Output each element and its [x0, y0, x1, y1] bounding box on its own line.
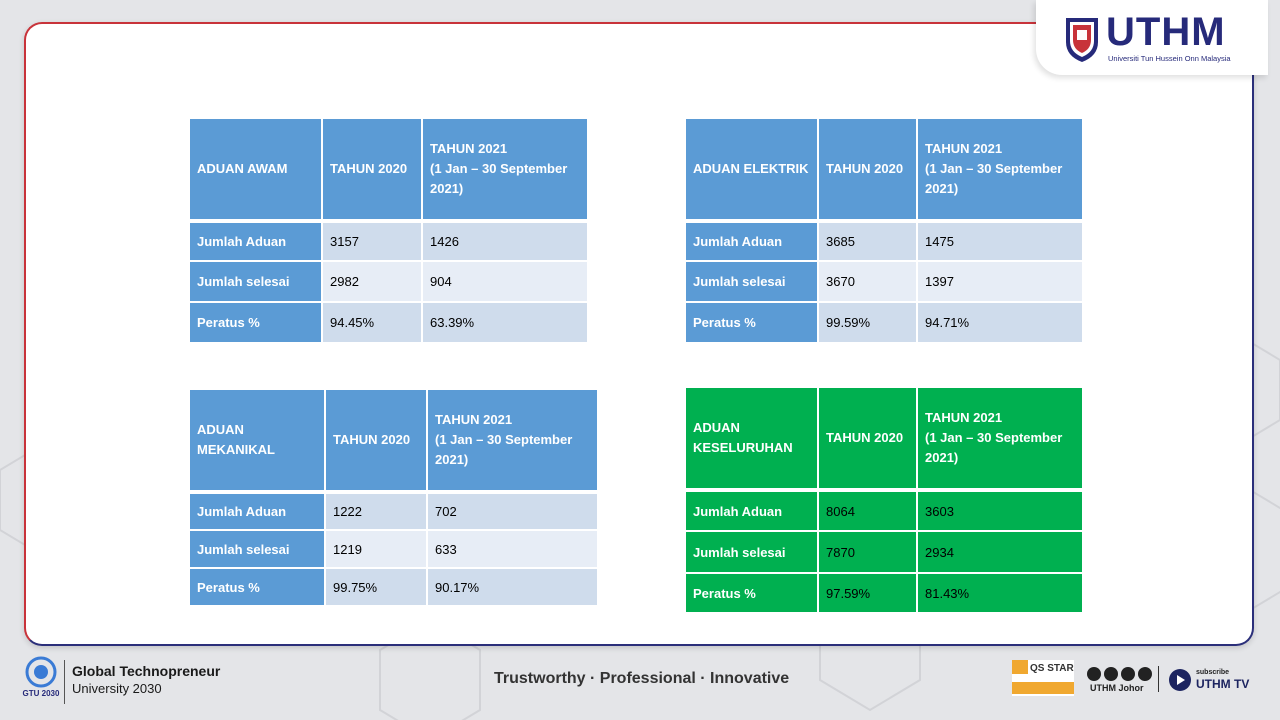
header-category: ADUAN MEKANIKAL: [190, 390, 326, 494]
cell-2020: 97.59%: [819, 574, 918, 614]
cell-2021: 3603: [918, 492, 1082, 532]
cell-2020: 99.59%: [819, 303, 918, 344]
subscribe-label: subscribe: [1196, 669, 1230, 676]
row-label: Peratus %: [686, 303, 819, 344]
cell-2020: 2982: [323, 262, 423, 303]
gtu-badge: GTU 2030: [23, 689, 60, 698]
cell-2020: 99.75%: [326, 569, 428, 607]
row-label: Jumlah Aduan: [686, 492, 819, 532]
cell-2021: 90.17%: [428, 569, 597, 607]
table-row: Jumlah Aduan 1222 702: [190, 494, 597, 531]
header-category: ADUAN ELEKTRIK: [686, 119, 819, 223]
cell-2020: 1219: [326, 531, 428, 569]
table-aduan-mekanikal: ADUAN MEKANIKAL TAHUN 2020 TAHUN 2021 (1 J…: [190, 390, 597, 607]
linkedin-icon[interactable]: [1138, 667, 1152, 681]
header-year-2021: TAHUN 2021 (1 Jan – 30 September 2021): [423, 119, 587, 223]
row-label: Jumlah selesai: [686, 262, 819, 303]
cell-2020: 94.45%: [323, 303, 423, 344]
cell-2021: 1397: [918, 262, 1082, 303]
header-year-2020: TAHUN 2020: [323, 119, 423, 223]
row-label: Peratus %: [190, 303, 323, 344]
cell-2021: 702: [428, 494, 597, 531]
cell-2021: 81.43%: [918, 574, 1082, 614]
row-label: Jumlah selesai: [190, 262, 323, 303]
table-row: Jumlah Aduan 3685 1475: [686, 223, 1082, 262]
cell-2021: 904: [423, 262, 587, 303]
cell-2020: 3670: [819, 262, 918, 303]
cell-2020: 8064: [819, 492, 918, 532]
table-row: Jumlah Aduan 8064 3603: [686, 492, 1082, 532]
gtu-logo-icon: GTU 2030: [23, 656, 60, 698]
cell-2020: 3685: [819, 223, 918, 262]
tagline: Trustworthy · Professional · Innovative: [494, 670, 790, 687]
gtu-line2: University 2030: [72, 681, 162, 696]
table-aduan-keseluruhan: ADUAN KESELURUHAN TAHUN 2020 TAHUN 2021 (1…: [686, 388, 1082, 614]
header-year-2020: TAHUN 2020: [819, 119, 918, 223]
shield-icon: [1066, 18, 1098, 62]
row-label: Jumlah Aduan: [190, 494, 326, 531]
header-year-2021: TAHUN 2021 (1 Jan – 30 September 2021): [428, 390, 597, 494]
cell-2021: 94.71%: [918, 303, 1082, 344]
table-row: Peratus % 99.59% 94.71%: [686, 303, 1082, 344]
social-handle: UTHM Johor: [1090, 683, 1144, 693]
cell-2021: 633: [428, 531, 597, 569]
header-year-2020: TAHUN 2020: [819, 388, 918, 492]
uthm-logo: UTHM Universiti Tun Hussein Onn Malaysia: [1036, 0, 1268, 75]
row-label: Jumlah selesai: [190, 531, 326, 569]
qs-badge-text: QS STARS: [1030, 663, 1074, 674]
table-row: Jumlah selesai 7870 2934: [686, 532, 1082, 574]
cell-2021: 63.39%: [423, 303, 587, 344]
logo-subtitle: Universiti Tun Hussein Onn Malaysia: [1108, 54, 1231, 63]
header-category: ADUAN AWAM: [190, 119, 323, 223]
table-aduan-elektrik: ADUAN ELEKTRIK TAHUN 2020 TAHUN 2021 (1 J…: [686, 119, 1082, 344]
cell-2020: 3157: [323, 223, 423, 262]
table-row: Peratus % 97.59% 81.43%: [686, 574, 1082, 614]
table-row: Jumlah Aduan 3157 1426: [190, 223, 587, 262]
divider: [64, 660, 65, 704]
table-aduan-awam: ADUAN AWAM TAHUN 2020 TAHUN 2021 (1 Jan –…: [190, 119, 587, 344]
row-label: Peratus %: [686, 574, 819, 614]
logo-wordmark: UTHM: [1106, 10, 1226, 54]
table-row: Jumlah selesai 2982 904: [190, 262, 587, 303]
divider: [1158, 666, 1159, 692]
cell-2021: 2934: [918, 532, 1082, 574]
table-row: Jumlah selesai 1219 633: [190, 531, 597, 569]
row-label: Jumlah Aduan: [190, 223, 323, 262]
facebook-icon[interactable]: [1087, 667, 1101, 681]
header-year-2020: TAHUN 2020: [326, 390, 428, 494]
table-row: Peratus % 94.45% 63.39%: [190, 303, 587, 344]
gtu-line1: Global Technopreneur: [72, 663, 221, 679]
cell-2020: 1222: [326, 494, 428, 531]
instagram-icon[interactable]: [1104, 667, 1118, 681]
twitter-icon[interactable]: [1121, 667, 1135, 681]
tv-channel-name[interactable]: UTHM TV: [1196, 677, 1250, 691]
row-label: Jumlah Aduan: [686, 223, 819, 262]
cell-2020: 7870: [819, 532, 918, 574]
table-row: Jumlah selesai 3670 1397: [686, 262, 1082, 303]
gtu-title: Global Technopreneur University 2030: [72, 663, 220, 697]
cell-2021: 1475: [918, 223, 1082, 262]
table-row: Peratus % 99.75% 90.17%: [190, 569, 597, 607]
qs-stars-badge: QS STARS: [1012, 660, 1074, 696]
cell-2021: 1426: [423, 223, 587, 262]
youtube-icon[interactable]: [1168, 668, 1192, 692]
row-label: Jumlah selesai: [686, 532, 819, 574]
header-category: ADUAN KESELURUHAN: [686, 388, 819, 492]
row-label: Peratus %: [190, 569, 326, 607]
social-icons: [1087, 667, 1152, 681]
header-year-2021: TAHUN 2021 (1 Jan – 30 September 2021): [918, 119, 1082, 223]
header-year-2021: TAHUN 2021 (1 Jan – 30 September 2021): [918, 388, 1082, 492]
